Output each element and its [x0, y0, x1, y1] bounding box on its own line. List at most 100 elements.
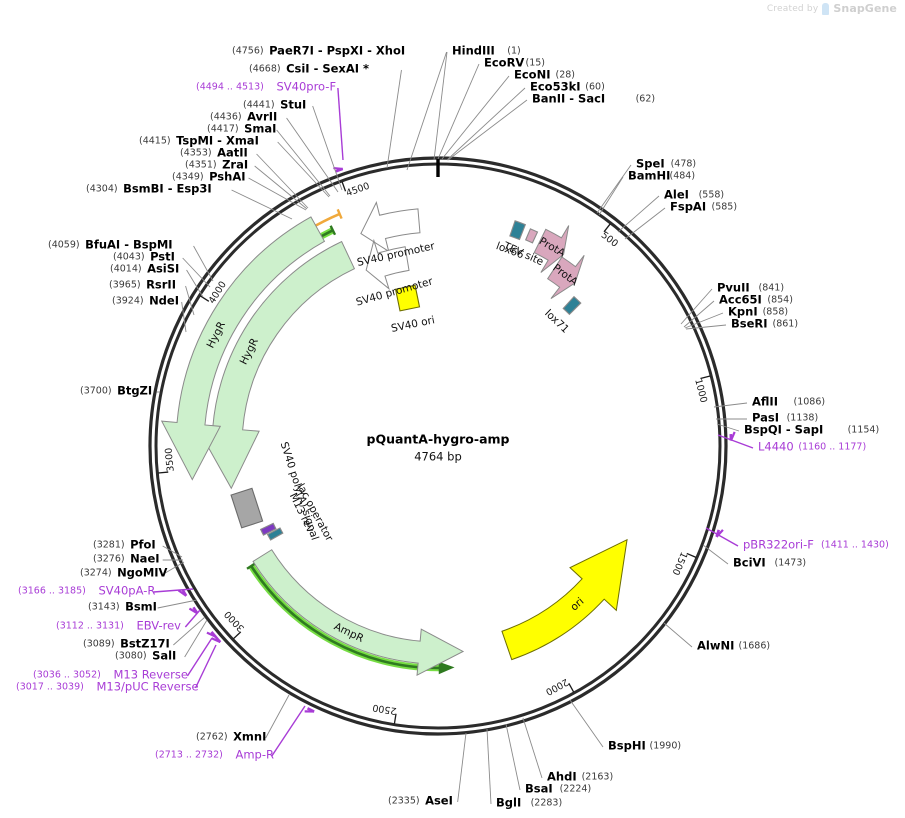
enzyme-label-sali[interactable]: (3080) SalI	[115, 649, 176, 663]
enzyme-label-xmni[interactable]: (2762) XmnI	[196, 730, 266, 744]
enzyme-label-avrii[interactable]: (4436) AvrII	[210, 110, 277, 124]
enzyme-position: (1)	[507, 46, 520, 57]
enzyme-label-psti[interactable]: (4043) PstI	[113, 250, 175, 264]
leader-line	[256, 153, 309, 209]
feature-ori[interactable]	[501, 538, 628, 661]
primer-name: pBR322ori-F	[743, 538, 814, 552]
leader-line	[277, 141, 330, 198]
enzyme-position: (861)	[773, 319, 799, 330]
feature-lox66[interactable]	[509, 220, 527, 241]
leader-line	[265, 694, 290, 739]
enzyme-label-alei[interactable]: AleI (558)	[664, 188, 724, 202]
enzyme-label-spei[interactable]: SpeI (478)	[636, 157, 696, 171]
feature-lox71[interactable]	[562, 295, 582, 316]
enzyme-label-smai[interactable]: (4417) SmaI	[207, 122, 276, 136]
feature-m13-rev[interactable]	[259, 522, 277, 536]
ampr-primer-green[interactable]	[250, 565, 440, 670]
enzyme-label-bspqi-sapi[interactable]: BspQI - SapI (1154)	[744, 423, 879, 437]
feature-sv40-promoter-1[interactable]	[360, 201, 421, 253]
enzyme-label-bstz17i[interactable]: (3089) BstZ17I	[83, 637, 170, 651]
enzyme-label-ndei[interactable]: (3924) NdeI	[112, 294, 179, 308]
enzyme-label-kpni[interactable]: KpnI (858)	[728, 305, 788, 319]
enzyme-label-fspai[interactable]: FspAI (585)	[670, 200, 737, 214]
enzyme-name: BamHI	[628, 169, 670, 183]
enzyme-name: AatII	[217, 146, 248, 160]
enzyme-label-paer7i-pspxi-xhoi[interactable]: (4756) PaeR7I - PspXI - XhoI	[232, 44, 405, 58]
enzyme-label-ecorv[interactable]: EcoRV (15)	[484, 56, 545, 70]
enzyme-label-bfuai-bspmi[interactable]: (4059) BfuAI - BspMI	[48, 238, 173, 252]
feature-arrows[interactable]	[160, 201, 628, 677]
enzyme-label-bgli[interactable]: BglI (2283)	[496, 796, 562, 810]
enzyme-label-hindiii[interactable]: HindIII (1)	[452, 44, 521, 58]
primer-label-m13-reverse[interactable]: (3036 .. 3052) M13 Reverse	[33, 668, 188, 682]
enzyme-name: BciVI	[733, 556, 766, 570]
leader-line	[680, 288, 713, 325]
enzyme-label-pfoi[interactable]: (3281) PfoI	[93, 538, 156, 552]
ruler-tick-label: 2500	[372, 702, 398, 717]
enzyme-label-pshai[interactable]: (4349) PshAI	[172, 170, 246, 184]
feature-sv40-promoter-2[interactable]	[365, 238, 410, 291]
primer-label-amp-r[interactable]: (2713 .. 2732) Amp-R	[155, 748, 274, 762]
enzyme-name: PasI	[752, 411, 779, 425]
primer-label-pbr322ori-f[interactable]: pBR322ori-F (1411 .. 1430)	[743, 538, 889, 552]
enzyme-label-ngomiv[interactable]: (3274) NgoMIV	[80, 566, 168, 580]
feature-hygr-outer[interactable]	[195, 240, 356, 490]
ruler-tick-label: 1000	[692, 378, 709, 404]
primer-label-sv40pro-f[interactable]: (4494 .. 4513) SV40pro-F	[196, 80, 336, 94]
enzyme-label-bsmbi-esp3i[interactable]: (4304) BsmBI - Esp3I	[86, 182, 212, 196]
leader-line	[486, 728, 492, 805]
enzyme-label-csii-sexai-[interactable]: (4668) CsiI - SexAI *	[249, 62, 369, 76]
feature-sv40-ori[interactable]	[394, 284, 421, 312]
leader-line	[683, 300, 715, 328]
enzyme-label-alwni[interactable]: AlwNI (1686)	[697, 639, 770, 653]
primer-label-m13-puc-reverse[interactable]: (3017 .. 3039) M13/pUC Reverse	[16, 680, 199, 694]
enzyme-label-aatii[interactable]: (4353) AatII	[180, 146, 248, 160]
primer-site-labels[interactable]: (4494 .. 4513) SV40pro-F L4440 (1160 .. 117…	[16, 80, 889, 762]
primer-label-ebv-rev[interactable]: (3112 .. 3131) EBV-rev	[56, 619, 181, 633]
enzyme-label-banii-saci[interactable]: BanII - SacI (62)	[532, 92, 655, 106]
plasmid-name: pQuantA-hygro-amp	[367, 432, 510, 447]
enzyme-label-bseri[interactable]: BseRI (861)	[731, 317, 798, 331]
leader-line	[505, 723, 521, 791]
enzyme-label-asei[interactable]: (2335) AseI	[388, 794, 453, 808]
enzyme-label-rsrii[interactable]: (3965) RsrII	[109, 278, 176, 292]
enzyme-position: (478)	[671, 159, 697, 170]
feature-hygr-inner[interactable]	[160, 216, 326, 481]
enzyme-position: (3276)	[93, 554, 125, 565]
enzyme-label-btgzi[interactable]: (3700) BtgZI	[80, 384, 152, 398]
enzyme-label-asisi[interactable]: (4014) AsiSI	[110, 262, 179, 276]
enzyme-label-zrai[interactable]: (4351) ZraI	[185, 158, 248, 172]
enzyme-label-pasi[interactable]: PasI (1138)	[752, 411, 818, 425]
enzyme-name: PshAI	[209, 170, 245, 184]
primer-label-l4440[interactable]: L4440 (1160 .. 1177)	[758, 440, 866, 454]
primer-arc-head-l4440-arc	[729, 431, 736, 442]
leader-line	[312, 105, 343, 191]
enzyme-label-econi[interactable]: EcoNI (28)	[514, 68, 575, 82]
enzyme-position: (4353)	[180, 148, 212, 159]
leader-line	[162, 545, 183, 558]
enzyme-label-bamhi[interactable]: BamHI (484)	[628, 169, 695, 183]
primer-label-sv40pa-r[interactable]: (3166 .. 3185) SV40pA-R	[18, 584, 155, 598]
enzyme-label-stui[interactable]: (4441) StuI	[243, 98, 306, 112]
enzyme-label-ahdi[interactable]: AhdI (2163)	[547, 770, 613, 784]
enzyme-label-bsphi[interactable]: BspHI (1990)	[608, 739, 681, 753]
enzyme-label-aflii[interactable]: AflII (1086)	[752, 395, 825, 409]
primer-arc-head-ebv-rev-arc	[188, 607, 199, 615]
enzyme-label-pvuii[interactable]: PvuII (841)	[717, 281, 784, 295]
enzyme-label-tspmi-xmai[interactable]: (4415) TspMI - XmaI	[139, 134, 259, 148]
enzyme-site-labels[interactable]: (4756) PaeR7I - PspXI - XhoI (4668) CsiI - …	[48, 44, 879, 810]
feature-ampr[interactable]	[252, 549, 465, 677]
enzyme-label-naei[interactable]: (3276) NaeI	[93, 552, 160, 566]
enzyme-name: KpnI	[728, 305, 758, 319]
feature-prota-1[interactable]	[533, 225, 570, 273]
feature-lac-operator[interactable]	[266, 527, 284, 541]
ruler-tick-label: 500	[599, 230, 620, 250]
enzyme-label-eco53ki[interactable]: Eco53kI (60)	[530, 80, 605, 94]
enzyme-label-bsai[interactable]: BsaI (2224)	[525, 782, 591, 796]
enzyme-label-acc65i[interactable]: Acc65I (854)	[719, 293, 793, 307]
enzyme-label-bsmi[interactable]: (3143) BsmI	[88, 600, 157, 614]
feature-tev-site[interactable]	[524, 228, 539, 244]
enzyme-label-bcivi[interactable]: BciVI (1473)	[733, 556, 806, 570]
feature-prota-2[interactable]	[546, 254, 585, 300]
feature-sv40-polya-signal[interactable]	[230, 487, 264, 529]
